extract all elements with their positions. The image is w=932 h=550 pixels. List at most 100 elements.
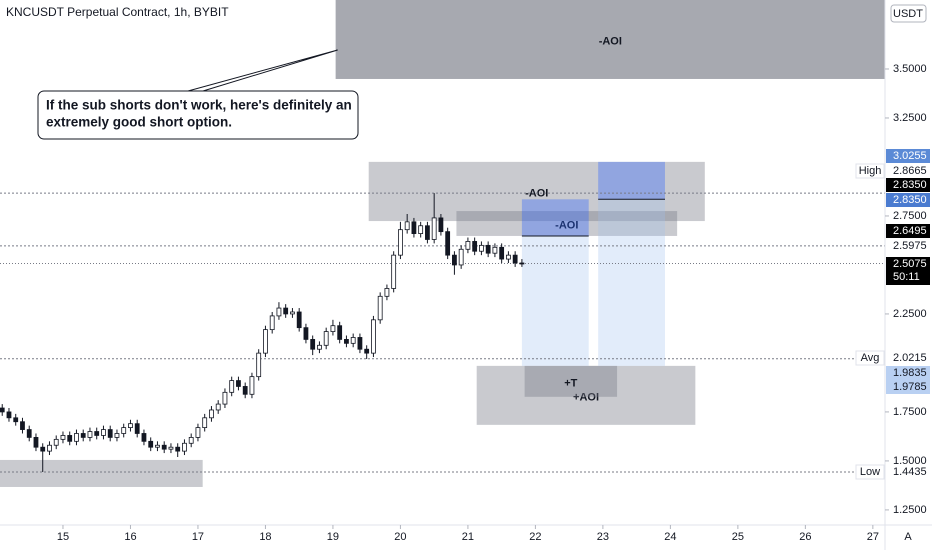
scale-mode[interactable]: A [904, 531, 912, 543]
candle-body [80, 433, 86, 438]
candle-body [445, 231, 451, 256]
candle-body [499, 246, 505, 260]
candle-body [458, 248, 464, 266]
candle-body [148, 440, 154, 448]
candle-body [283, 307, 289, 315]
price-label-box [886, 193, 930, 207]
x-tick-label: 27 [867, 531, 879, 543]
candle-body [195, 427, 201, 438]
candle-body [330, 325, 336, 332]
candle-body [398, 229, 403, 256]
annotation-text: extremely good short option. [46, 115, 232, 130]
candle-body [128, 423, 133, 429]
candle-body [249, 376, 255, 395]
candle-body [418, 225, 424, 234]
candle-body [67, 435, 73, 442]
x-tick-label: 18 [259, 531, 271, 543]
y-tick-label: 3.2500 [893, 112, 927, 124]
annotation-pointer [187, 49, 338, 92]
candle-body [101, 429, 106, 436]
y-tick-label: 2.7500 [893, 210, 927, 222]
candle-body [242, 386, 248, 395]
x-tick-label: 20 [394, 531, 406, 543]
price-label-box [886, 366, 930, 380]
candle-body [47, 444, 52, 452]
price-label-box [886, 239, 930, 253]
candle-body [26, 429, 32, 438]
x-tick-label: 23 [597, 531, 609, 543]
candle-body [364, 348, 370, 354]
zone-label: +T [564, 377, 577, 389]
price-tag-box [855, 350, 885, 366]
price-label: 3.0255 [893, 150, 927, 162]
zone [524, 365, 618, 397]
candle-body [94, 431, 100, 436]
price-label: 2.8350 [893, 194, 927, 206]
candle-body [60, 435, 66, 440]
price-tag-box [855, 163, 885, 179]
chart-title: KNCUSDT Perpetual Contract, 1h, BYBIT [6, 5, 229, 19]
candle-body [350, 337, 356, 344]
price-label-box [886, 465, 930, 479]
candle-body [6, 411, 12, 419]
candle-body [236, 380, 241, 387]
x-tick-label: 15 [57, 531, 69, 543]
candle-body [344, 339, 349, 344]
price-label: 1.4435 [893, 466, 927, 478]
price-label: 2.5975 [893, 240, 927, 252]
candle-body [371, 319, 376, 354]
candle-body [479, 244, 484, 252]
candle-body [256, 352, 262, 378]
price-label: 2.5075 [893, 258, 927, 270]
candle-body [438, 217, 444, 233]
candle-body [290, 311, 295, 315]
candle-body [269, 315, 275, 331]
candle-body [209, 409, 214, 419]
candle-body [229, 380, 235, 393]
price-tag: High [859, 165, 882, 177]
candle-body [411, 221, 417, 234]
zone [456, 211, 678, 236]
x-tick-label: 21 [462, 531, 474, 543]
position-stop [598, 161, 665, 200]
price-label-box [886, 351, 930, 365]
candle-body [202, 417, 208, 429]
y-tick-label: 1.2500 [893, 504, 927, 516]
price-tag-box [855, 464, 885, 480]
candle-body [303, 327, 309, 340]
price-label: 2.8665 [893, 165, 927, 177]
candle-body [20, 421, 25, 430]
price-label-box [886, 257, 930, 285]
candle-body [121, 427, 127, 434]
candle-body [384, 288, 390, 297]
candle-body [337, 325, 343, 340]
candle-body [472, 241, 478, 252]
price-label-box [886, 178, 930, 192]
price-label: 1.9785 [893, 381, 927, 393]
candle-body [492, 246, 498, 254]
candle-body [87, 431, 93, 438]
candle-body [404, 221, 410, 231]
candle-body [512, 254, 518, 264]
currency-box[interactable] [890, 4, 927, 23]
x-tick-label: 24 [664, 531, 676, 543]
y-tick-label: 1.7500 [893, 406, 927, 418]
candle-body [74, 433, 79, 442]
candle-body [0, 407, 5, 413]
candle-body [485, 244, 491, 254]
price-tag: Low [860, 466, 880, 478]
candle-body [107, 429, 113, 438]
price-label: 2.8350 [893, 179, 927, 191]
price-label-box [886, 380, 930, 394]
candle-body [33, 437, 39, 448]
position-stop [521, 199, 589, 236]
zone-label: -AOI [599, 35, 622, 47]
candle-body [276, 307, 282, 317]
candle-body [222, 391, 228, 405]
candle-body [296, 311, 302, 329]
price-tag: Avg [861, 352, 880, 364]
candle-body [215, 403, 221, 411]
price-label: 2.6495 [893, 225, 927, 237]
currency: USDT [893, 8, 923, 20]
zone [368, 161, 705, 222]
